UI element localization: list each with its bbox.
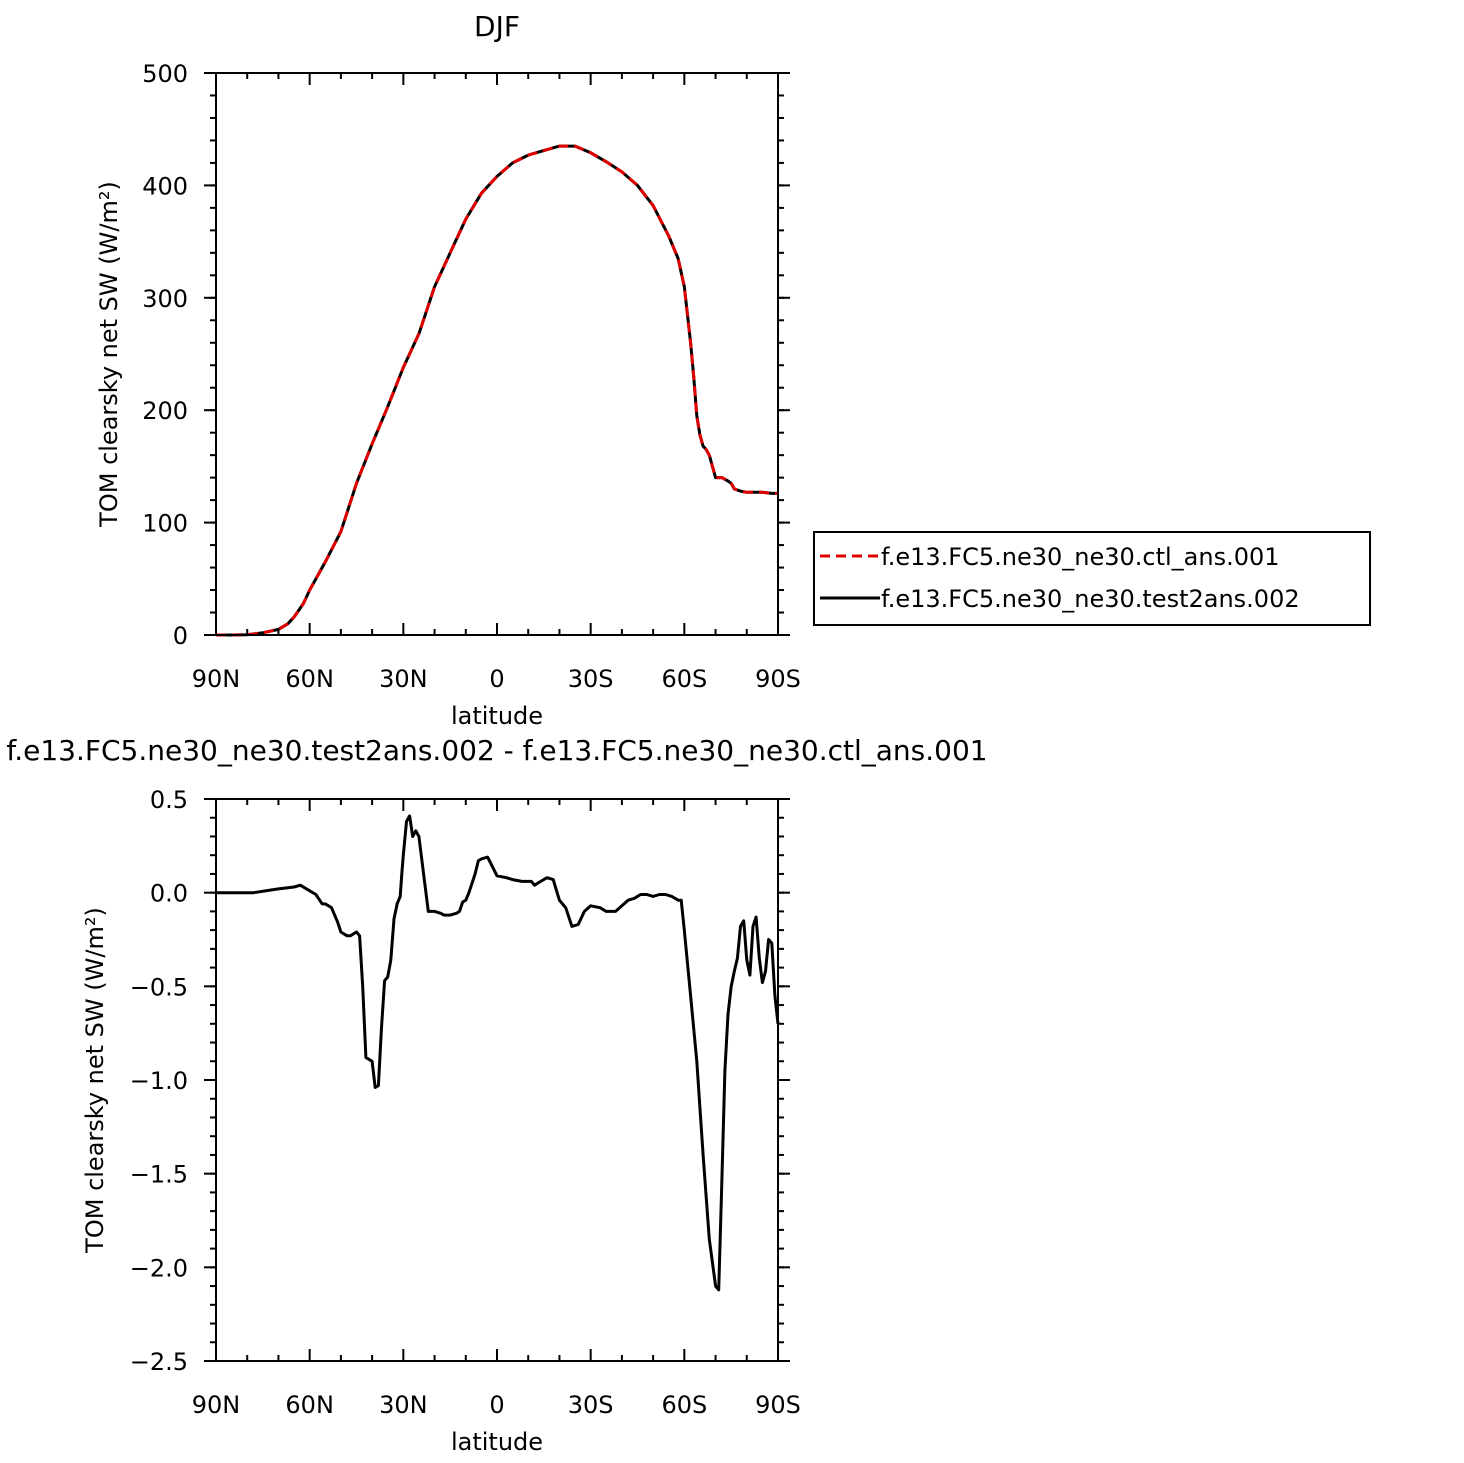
y-tick-label: −0.5 xyxy=(130,973,188,1001)
top-chart-ticks xyxy=(204,72,790,636)
y-tick-label: 0.5 xyxy=(150,786,188,814)
top-chart-x-tick-labels: 90N 60N 30N 0 30S 60S 90S xyxy=(192,665,801,693)
bottom-chart-title: f.e13.FC5.ne30_ne30.test2ans.002 - f.e13… xyxy=(6,734,987,767)
top-chart-title: DJF xyxy=(474,10,520,43)
top-chart-x-axis-label: latitude xyxy=(451,702,543,730)
chart-legend: f.e13.FC5.ne30_ne30.ctl_ans.001 f.e13.FC… xyxy=(813,531,1371,626)
y-tick-label: 100 xyxy=(142,510,188,538)
bottom-chart-frame xyxy=(215,798,779,1362)
x-tick-label: 0 xyxy=(489,665,504,693)
series-line-ctl xyxy=(216,144,778,637)
y-tick-label: 0.0 xyxy=(150,880,188,908)
top-chart-panel: DJF 90N 60N 30N 0 30S 60S 90S 0 100 200 300 400 500… xyxy=(95,10,801,730)
bottom-chart-plot-area xyxy=(216,814,780,1292)
y-tick-label: 500 xyxy=(142,60,188,88)
y-tick-label: 400 xyxy=(142,172,188,200)
bottom-chart-ticks xyxy=(204,798,790,1362)
top-chart-frame xyxy=(215,72,779,636)
x-tick-label: 30S xyxy=(568,665,614,693)
x-tick-label: 0 xyxy=(489,1391,504,1419)
y-tick-label: −2.0 xyxy=(130,1254,188,1282)
bottom-chart-y-tick-labels: 0.5 0.0 −0.5 −1.0 −1.5 −2.0 −2.5 xyxy=(130,786,188,1376)
legend-box xyxy=(813,531,1371,626)
y-tick-label: −1.0 xyxy=(130,1067,188,1095)
series-line-test xyxy=(216,814,780,1292)
y-tick-label: −2.5 xyxy=(130,1348,188,1376)
x-tick-label: 90N xyxy=(192,1391,241,1419)
legend-label-ctl: f.e13.FC5.ne30_ne30.ctl_ans.001 xyxy=(881,543,1280,571)
y-tick-label: 200 xyxy=(142,397,188,425)
x-tick-label: 60N xyxy=(285,665,334,693)
x-tick-label: 30N xyxy=(379,1391,428,1419)
x-tick-label: 90S xyxy=(755,1391,801,1419)
x-tick-label: 60S xyxy=(661,1391,707,1419)
y-tick-label: 300 xyxy=(142,285,188,313)
legend-label-test: f.e13.FC5.ne30_ne30.test2ans.002 xyxy=(881,585,1300,613)
x-tick-label: 90N xyxy=(192,665,241,693)
bottom-chart-panel: f.e13.FC5.ne30_ne30.test2ans.002 - f.e13… xyxy=(6,734,987,1456)
y-tick-label: −1.5 xyxy=(130,1161,188,1189)
x-tick-label: 30N xyxy=(379,665,428,693)
bottom-chart-x-axis-label: latitude xyxy=(451,1428,543,1456)
top-chart-y-tick-labels: 0 100 200 300 400 500 xyxy=(142,60,188,650)
bottom-chart-x-tick-labels: 90N 60N 30N 0 30S 60S 90S xyxy=(192,1391,801,1419)
y-tick-label: 0 xyxy=(173,622,188,650)
x-tick-label: 90S xyxy=(755,665,801,693)
top-chart-y-axis-label: TOM clearsky net SW (W/m²) xyxy=(95,181,123,528)
x-tick-label: 60S xyxy=(661,665,707,693)
top-chart-plot-area xyxy=(216,144,778,637)
bottom-chart-y-axis-label: TOM clearsky net SW (W/m²) xyxy=(81,907,109,1254)
x-tick-label: 30S xyxy=(568,1391,614,1419)
x-tick-label: 60N xyxy=(285,1391,334,1419)
